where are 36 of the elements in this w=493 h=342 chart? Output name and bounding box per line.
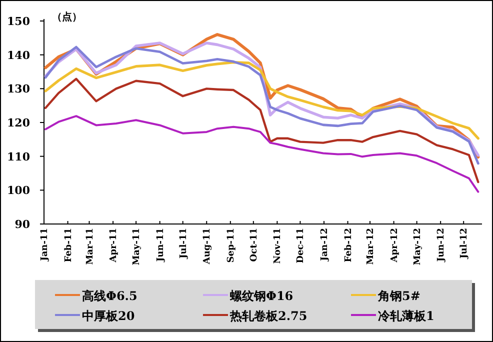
y-tick-label: 150 (7, 15, 30, 28)
x-tick-label: Nov-11 (273, 228, 284, 264)
x-tick-label: Jan-12 (320, 228, 330, 262)
legend-label: 高线Φ6.5 (82, 289, 138, 303)
y-tick-label: 120 (7, 116, 30, 130)
legend-label: 热轧卷板2.75 (229, 309, 308, 323)
x-tick-label: Feb-12 (344, 228, 354, 262)
y-tick-label: 90 (14, 218, 30, 231)
legend-label: 中厚板20 (82, 309, 135, 323)
legend-label: 冷轧薄板1 (378, 309, 434, 323)
x-tick-label: Jul-12 (460, 228, 470, 260)
x-tick-label: Oct-11 (249, 228, 260, 262)
line-series (44, 60, 480, 140)
x-tick-label: Sep-11 (226, 228, 236, 263)
x-tick-label: Jun-12 (436, 228, 447, 263)
x-tick-label: Feb-11 (64, 228, 74, 262)
x-tick-label: Apr-12 (390, 228, 400, 264)
x-tick-label: Dec-11 (296, 228, 306, 264)
line-series (44, 115, 480, 193)
x-tick-label: Jun-11 (156, 228, 166, 263)
y-tick-label: 100 (7, 184, 30, 198)
x-tick-label: May-11 (132, 228, 142, 266)
y-tick-label: 110 (7, 150, 30, 164)
line-series (44, 78, 480, 184)
x-tick-label: Mar-12 (366, 228, 376, 265)
x-tick-label: Jan-11 (40, 228, 50, 262)
y-axis-title: （点） (52, 11, 82, 23)
legend-label: 螺纹钢Φ16 (229, 289, 294, 303)
x-tick-label: Jul-11 (178, 228, 189, 260)
x-tick-label: Apr-11 (109, 228, 120, 264)
x-tick-label: May-12 (412, 228, 423, 266)
x-tick-label: Aug-11 (202, 228, 213, 266)
legend-label: 角钢5# (377, 289, 420, 303)
x-tick-label: Mar-11 (85, 228, 96, 265)
y-tick-label: 140 (7, 48, 30, 62)
y-tick-label: 130 (7, 82, 30, 96)
